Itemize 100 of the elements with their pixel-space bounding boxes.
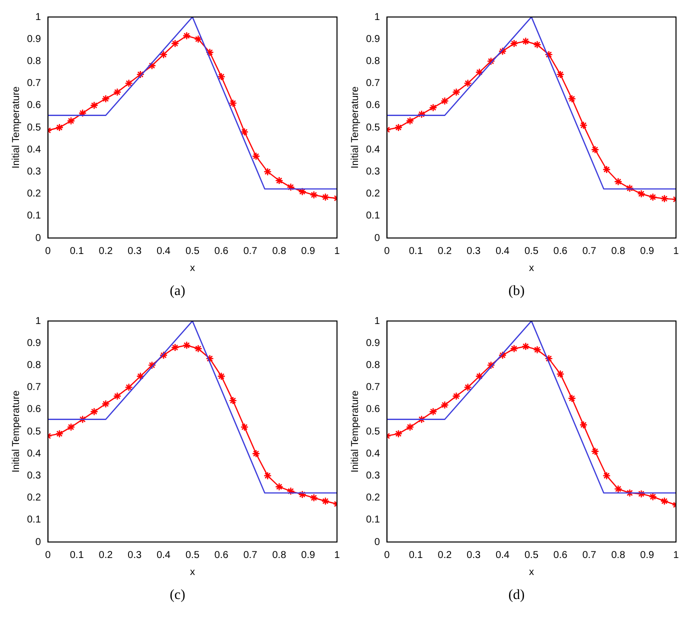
- x-axis-title: x: [528, 566, 534, 578]
- x-tick-label: 0.1: [70, 246, 84, 257]
- y-tick-label: 0.2: [26, 492, 42, 504]
- x-tick-label: 0.2: [438, 246, 452, 257]
- point: [90, 101, 98, 110]
- point: [510, 39, 518, 48]
- point: [102, 400, 110, 408]
- point: [148, 62, 156, 70]
- point: [171, 343, 180, 352]
- point: [486, 361, 496, 370]
- x-tick-label: 0.2: [98, 550, 114, 561]
- point: [637, 190, 646, 198]
- point: [206, 48, 214, 56]
- point: [90, 408, 98, 416]
- y-tick-label: 0: [374, 232, 380, 244]
- x-tick-label: 0: [384, 246, 390, 257]
- x-tick-label: 0.5: [186, 550, 200, 561]
- point: [498, 351, 507, 360]
- point: [417, 415, 426, 424]
- point: [182, 32, 191, 40]
- y-tick-label: 0.3: [26, 470, 42, 482]
- point: [264, 168, 272, 176]
- x-tick-label: 0.7: [243, 246, 258, 257]
- y-tick-label: 0.5: [26, 426, 42, 438]
- point: [159, 351, 168, 360]
- point: [286, 183, 295, 192]
- y-tick-label: 0.9: [26, 338, 42, 349]
- x-tick-label: 0.3: [128, 246, 142, 257]
- y-tick-label: 1: [374, 12, 380, 23]
- y-tick-label: 0.6: [366, 100, 380, 112]
- point: [66, 422, 76, 432]
- y-axis-title: Initial Temperature: [350, 390, 361, 473]
- point: [498, 47, 507, 56]
- x-tick-label: 0: [45, 550, 52, 561]
- point: [264, 472, 272, 480]
- point: [136, 70, 145, 79]
- point: [217, 372, 226, 380]
- point: [544, 354, 553, 363]
- point: [637, 490, 646, 498]
- x-tick-label: 0.8: [611, 246, 626, 257]
- point: [298, 187, 306, 196]
- x-tick-label: 0.8: [272, 550, 287, 561]
- point: [228, 396, 238, 405]
- y-tick-label: 0.1: [366, 210, 380, 222]
- x-tick-label: 0.1: [408, 550, 424, 561]
- x-tick-label: 0.8: [272, 246, 287, 257]
- point: [286, 487, 295, 496]
- point: [194, 35, 202, 44]
- y-tick-label: 0.2: [366, 492, 380, 504]
- point: [252, 152, 260, 160]
- y-tick-label: 0.3: [366, 166, 380, 178]
- x-tick-label: 1: [334, 550, 340, 561]
- point: [660, 497, 669, 506]
- point: [55, 123, 64, 132]
- x-tick-label: 0: [45, 246, 52, 257]
- point: [590, 447, 600, 456]
- point: [533, 346, 542, 354]
- y-axis-title: Initial Temperature: [350, 86, 361, 169]
- point: [194, 344, 202, 353]
- point: [660, 194, 669, 203]
- point: [298, 490, 306, 499]
- x-tick-label: 1: [673, 246, 680, 257]
- y-tick-label: 0.5: [26, 122, 42, 134]
- y-tick-label: 0.9: [366, 338, 380, 349]
- text: (d): [507, 588, 526, 604]
- point: [406, 422, 414, 432]
- y-tick-label: 0.4: [26, 448, 42, 460]
- point: [602, 472, 611, 480]
- point: [78, 109, 87, 118]
- point: [544, 50, 553, 59]
- x-tick-label: 0.3: [466, 550, 482, 561]
- y-tick-label: 0: [35, 536, 42, 548]
- y-tick-label: 0.5: [366, 122, 380, 134]
- x-tick-label: 0.3: [128, 550, 142, 561]
- x-tick-label: 0.8: [611, 550, 626, 561]
- text: (c): [168, 588, 186, 604]
- point: [171, 39, 180, 48]
- point: [486, 57, 496, 66]
- point: [464, 383, 472, 392]
- point: [522, 342, 530, 351]
- point: [440, 96, 449, 106]
- y-tick-label: 1: [35, 12, 42, 23]
- point: [217, 72, 226, 81]
- text: (a): [168, 284, 186, 300]
- point: [429, 104, 438, 112]
- x-tick-label: 0.3: [466, 246, 482, 257]
- x-tick-label: 0.6: [214, 550, 229, 561]
- y-tick-label: 0.3: [26, 166, 42, 178]
- point: [579, 420, 588, 429]
- point: [102, 94, 110, 103]
- point: [464, 79, 472, 88]
- x-tick-label: 0.1: [408, 246, 424, 257]
- y-tick-label: 0.4: [26, 144, 42, 156]
- y-axis-title: Initial Temperature: [10, 86, 22, 169]
- x-tick-label: 0.6: [214, 246, 229, 257]
- point: [159, 50, 168, 59]
- y-tick-label: 0: [35, 232, 42, 244]
- point: [452, 88, 460, 96]
- x-tick-label: 0.5: [524, 550, 539, 561]
- y-tick-label: 0.7: [26, 382, 42, 394]
